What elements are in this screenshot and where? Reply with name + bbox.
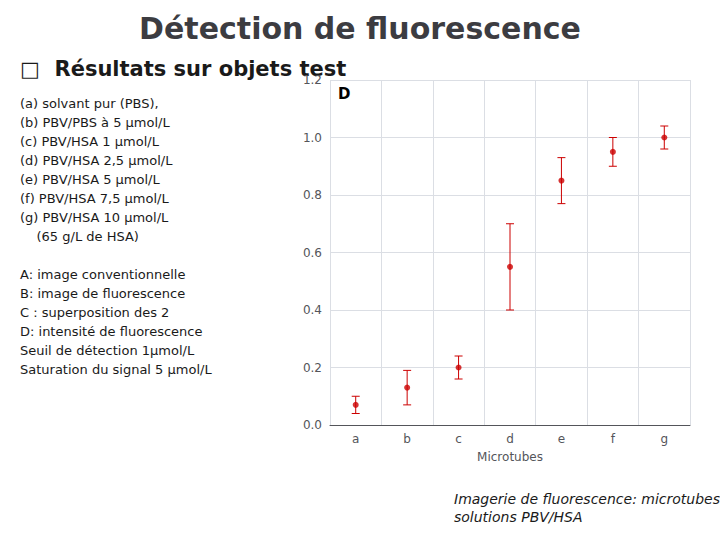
svg-text:(65 g/L de HSA): (65 g/L de HSA) [20, 229, 139, 244]
svg-text:1.0: 1.0 [303, 131, 322, 145]
svg-text:g: g [660, 432, 668, 446]
svg-text:D: D [338, 85, 350, 103]
svg-text:(b) PBV/PBS à 5 μmol/L: (b) PBV/PBS à 5 μmol/L [20, 115, 170, 130]
svg-text:e: e [558, 432, 565, 446]
svg-text:0.4: 0.4 [303, 303, 322, 317]
svg-text:Seuil de détection 1μmol/L: Seuil de détection 1μmol/L [20, 343, 195, 358]
svg-text:(d) PBV/HSA 2,5 μmol/L: (d) PBV/HSA 2,5 μmol/L [20, 153, 173, 168]
svg-text:0.2: 0.2 [303, 361, 322, 375]
svg-text:Microtubes: Microtubes [477, 450, 543, 464]
svg-text:Détection de fluorescence: Détection de fluorescence [139, 11, 581, 46]
svg-text:0.8: 0.8 [303, 188, 322, 202]
svg-text:(a) solvant pur (PBS),: (a) solvant pur (PBS), [20, 96, 159, 111]
svg-text:(f) PBV/HSA 7,5 μmol/L: (f) PBV/HSA 7,5 μmol/L [20, 191, 169, 206]
svg-text:B: image de fluorescence: B: image de fluorescence [20, 286, 185, 301]
svg-text:0.0: 0.0 [303, 418, 322, 432]
svg-text:Saturation du signal 5 μmol/L: Saturation du signal 5 μmol/L [20, 362, 212, 377]
svg-text:□ Résultats sur objets test: □ Résultats sur objets test [20, 57, 346, 81]
svg-text:1.2: 1.2 [303, 73, 322, 87]
svg-text:A: image conventionnelle: A: image conventionnelle [20, 267, 185, 282]
svg-text:a: a [352, 432, 359, 446]
svg-text:0.6: 0.6 [303, 246, 322, 260]
svg-text:Imagerie de fluorescence: micr: Imagerie de fluorescence: microtubes con… [454, 491, 720, 507]
svg-text:f: f [611, 432, 616, 446]
svg-text:b: b [403, 432, 411, 446]
svg-text:c: c [455, 432, 462, 446]
svg-text:(c) PBV/HSA 1 μmol/L: (c) PBV/HSA 1 μmol/L [20, 134, 160, 149]
svg-text:solutions PBV/HSA: solutions PBV/HSA [454, 509, 583, 525]
svg-text:(g) PBV/HSA 10 μmol/L: (g) PBV/HSA 10 μmol/L [20, 210, 169, 225]
svg-text:D: intensité de fluorescence: D: intensité de fluorescence [20, 324, 202, 339]
svg-text:(e) PBV/HSA 5 μmol/L: (e) PBV/HSA 5 μmol/L [20, 172, 160, 187]
svg-text:d: d [506, 432, 514, 446]
svg-text:C : superposition des 2: C : superposition des 2 [20, 305, 169, 320]
